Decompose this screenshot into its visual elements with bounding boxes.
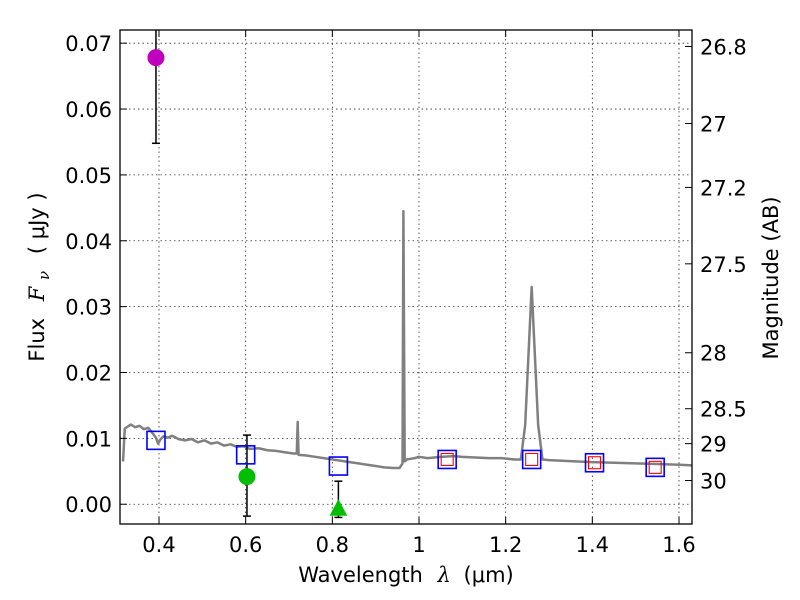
y-tick-label: 0.07 bbox=[65, 32, 112, 56]
nir-photometry-square bbox=[648, 460, 662, 474]
grid bbox=[120, 30, 692, 524]
y2-tick-label: 27.5 bbox=[700, 253, 747, 277]
x-axis-label: Wavelength λ (μm) bbox=[298, 563, 513, 587]
markers bbox=[146, 30, 665, 519]
y-tick-label: 0.03 bbox=[65, 296, 112, 320]
y-tick-label: 0.02 bbox=[65, 362, 112, 386]
nir-photometry-square bbox=[525, 452, 539, 467]
model-photometry-square bbox=[146, 430, 166, 451]
y-axis-label: Flux F ν ( μJy ) bbox=[25, 192, 54, 361]
y2-axis: 26.8 27 27.2 27.5 28 28.5 29 30 bbox=[685, 35, 747, 494]
x-axis: 0.4 0.6 0.8 1 1.2 1.4 1.6 bbox=[142, 30, 696, 557]
x-tick-label: 1.4 bbox=[576, 533, 609, 557]
x-tick-label: 0.8 bbox=[316, 533, 349, 557]
y2-tick-label: 30 bbox=[700, 470, 727, 494]
model-photometry-square bbox=[328, 456, 349, 476]
model-photometry-square bbox=[521, 449, 542, 470]
model-spectrum bbox=[121, 209, 693, 470]
obs-green-triangle bbox=[329, 499, 348, 516]
model-spectrum-line bbox=[121, 209, 693, 470]
y2-tick-label: 28.5 bbox=[700, 398, 747, 422]
x-tick-label: 1 bbox=[412, 533, 425, 557]
y2-tick-label: 27.2 bbox=[700, 176, 747, 200]
y2-tick-label: 29 bbox=[700, 433, 727, 457]
y-tick-label: 0.05 bbox=[65, 164, 112, 188]
model-photometry-square bbox=[645, 457, 665, 478]
y2-tick-label: 28 bbox=[700, 342, 727, 366]
y-tick-label: 0.00 bbox=[65, 493, 112, 517]
x-tick-label: 1.2 bbox=[489, 533, 522, 557]
y2-tick-label: 27 bbox=[700, 113, 727, 137]
x-tick-label: 1.6 bbox=[662, 533, 695, 557]
model-photometry-square bbox=[437, 449, 457, 470]
y2-tick-label: 26.8 bbox=[700, 35, 747, 59]
obs-green-circle bbox=[238, 468, 256, 486]
y2-axis-label: Magnitude (AB) bbox=[759, 196, 783, 359]
x-tick-label: 0.6 bbox=[229, 533, 262, 557]
y-tick-label: 0.04 bbox=[65, 230, 112, 254]
obs-magenta-circle bbox=[147, 49, 165, 67]
plot-frame bbox=[119, 29, 693, 525]
y-tick-label: 0.06 bbox=[65, 98, 112, 122]
model-photometry-square bbox=[584, 452, 605, 473]
y-axis: 0.00 0.01 0.02 0.03 0.04 0.05 0.06 0.07 bbox=[65, 32, 127, 517]
nir-photometry-square bbox=[440, 452, 454, 467]
model-photometry-square bbox=[235, 445, 256, 465]
nir-photometry-square bbox=[587, 456, 602, 470]
y-tick-label: 0.01 bbox=[65, 427, 112, 451]
x-tick-label: 0.4 bbox=[142, 533, 175, 557]
